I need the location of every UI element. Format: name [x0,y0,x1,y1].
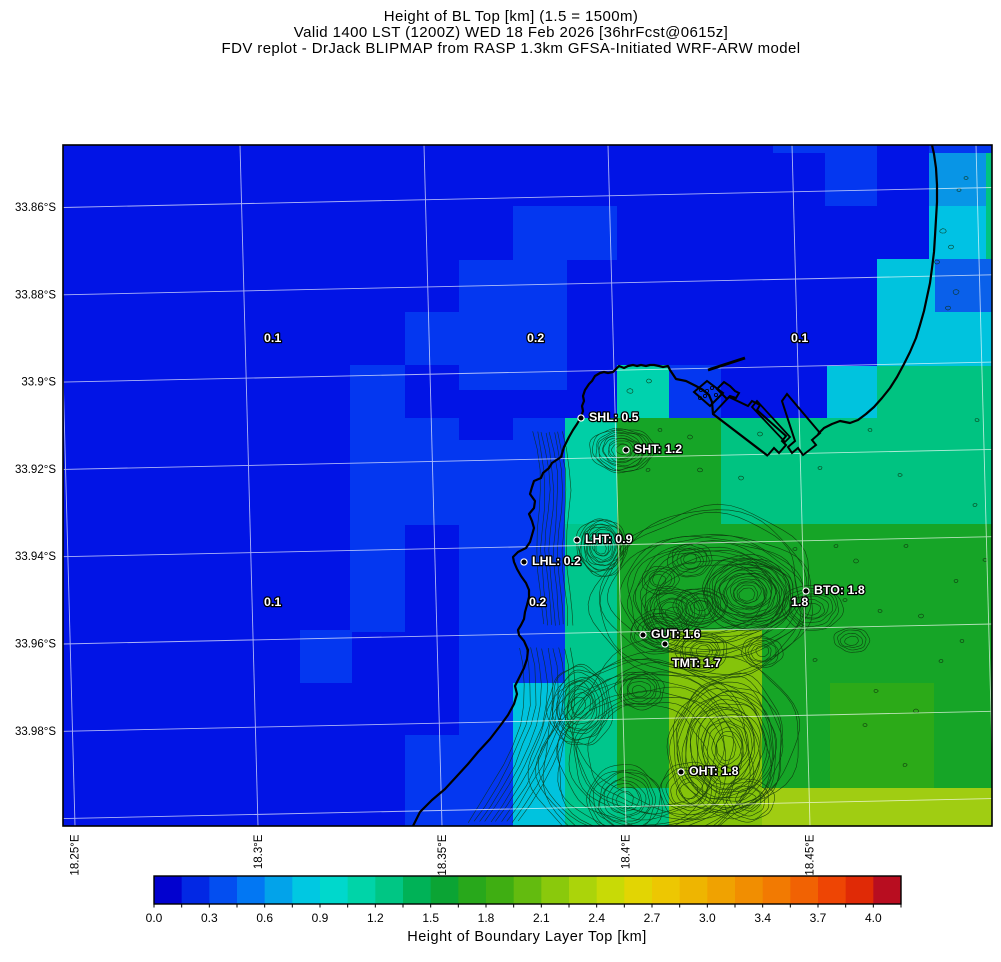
svg-text:33.92°S: 33.92°S [15,464,56,476]
svg-text:18.45°E: 18.45°E [804,834,816,875]
svg-text:0.1: 0.1 [791,331,808,345]
svg-text:0.1: 0.1 [264,595,281,609]
svg-text:OHT: 1.8: OHT: 1.8 [689,764,739,778]
svg-text:BTO: 1.8: BTO: 1.8 [814,583,865,597]
svg-text:18.4°E: 18.4°E [621,834,633,869]
svg-text:GUT: 1.6: GUT: 1.6 [651,627,701,641]
svg-text:2.7: 2.7 [644,911,661,925]
svg-text:2.4: 2.4 [588,911,605,925]
svg-text:18.3°E: 18.3°E [253,834,265,869]
svg-text:0.3: 0.3 [201,911,218,925]
svg-text:Valid 1400 LST (1200Z) WED 18: Valid 1400 LST (1200Z) WED 18 Feb 2026 [… [294,24,728,41]
svg-text:3.7: 3.7 [810,911,827,925]
svg-text:SHT: 1.2: SHT: 1.2 [634,442,682,456]
svg-text:1.8: 1.8 [791,595,808,609]
svg-text:18.25°E: 18.25°E [70,834,82,875]
svg-text:0.0: 0.0 [146,911,163,925]
svg-text:33.98°S: 33.98°S [15,726,56,738]
svg-text:0.2: 0.2 [529,595,546,609]
svg-text:LHL: 0.2: LHL: 0.2 [532,554,581,568]
svg-text:Height of BL Top [km] (1.5 = 1: Height of BL Top [km] (1.5 = 1500m) [384,8,639,25]
svg-text:33.86°S: 33.86°S [15,202,56,214]
svg-text:TMT: 1.7: TMT: 1.7 [672,656,721,670]
svg-text:0.6: 0.6 [256,911,273,925]
svg-text:33.96°S: 33.96°S [15,639,56,651]
svg-text:0.1: 0.1 [264,331,281,345]
svg-text:3.4: 3.4 [754,911,771,925]
svg-text:18.35°E: 18.35°E [437,834,449,875]
svg-text:1.2: 1.2 [367,911,384,925]
svg-text:1.8: 1.8 [478,911,495,925]
svg-text:33.88°S: 33.88°S [15,289,56,301]
svg-text:0.2: 0.2 [527,331,544,345]
svg-text:3.0: 3.0 [699,911,716,925]
svg-text:LHT: 0.9: LHT: 0.9 [585,532,633,546]
svg-text:SHL: 0.5: SHL: 0.5 [589,410,639,424]
svg-text:4.0: 4.0 [865,911,882,925]
svg-text:Height of Boundary Layer Top [: Height of Boundary Layer Top [km] [407,929,647,945]
svg-text:33.94°S: 33.94°S [15,551,56,563]
svg-text:2.1: 2.1 [533,911,550,925]
svg-text:FDV replot - DrJack BLIPMAP fr: FDV replot - DrJack BLIPMAP from RASP 1.… [222,40,801,57]
svg-text:33.9°S: 33.9°S [21,377,56,389]
svg-text:0.9: 0.9 [312,911,329,925]
svg-text:1.5: 1.5 [422,911,439,925]
